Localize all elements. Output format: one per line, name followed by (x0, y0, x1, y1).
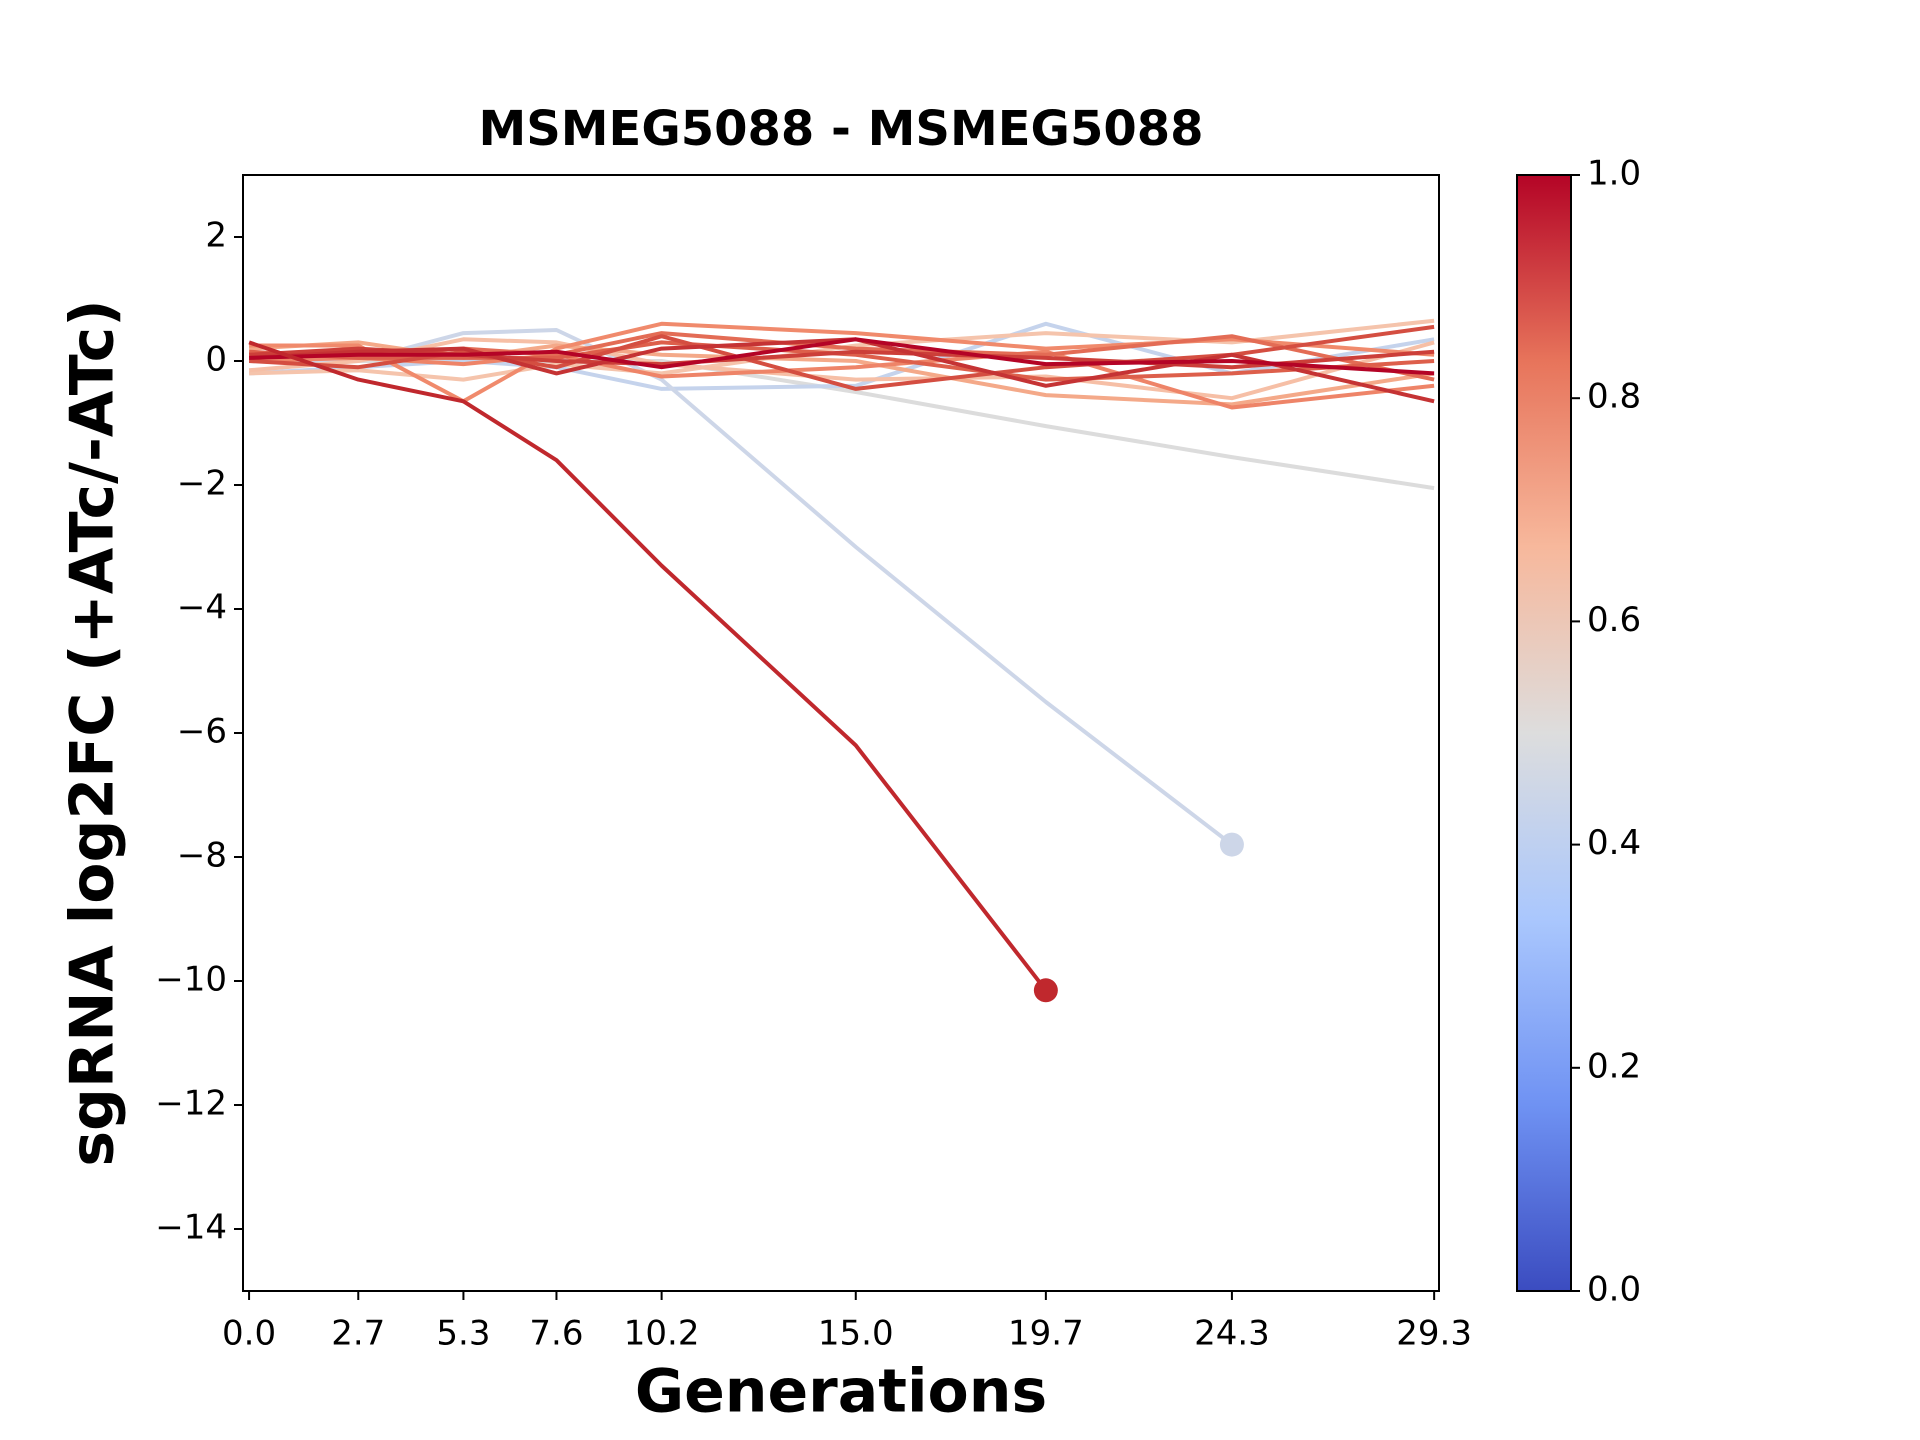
x-tick-label: 10.2 (624, 1314, 700, 1354)
series-line (248, 340, 1435, 382)
x-tick-label: 5.3 (436, 1314, 490, 1354)
y-tick-label: −6 (177, 712, 227, 752)
x-tick-label: 0.0 (222, 1314, 276, 1354)
end-marker (1219, 832, 1244, 857)
y-tick-label: −12 (155, 1084, 227, 1124)
series-line (248, 337, 1435, 404)
y-tick-label: −8 (177, 836, 227, 876)
y-tick-label: −2 (177, 464, 227, 504)
y-tick-label: −10 (155, 960, 227, 1000)
series-line (249, 318, 1435, 382)
series-line (249, 337, 1435, 376)
series-line (248, 340, 1435, 407)
colorbar-tick-label: 0.8 (1587, 377, 1641, 417)
colorbar-tick-label: 0.6 (1587, 600, 1641, 640)
colorbar-tick-label: 0.4 (1587, 823, 1641, 863)
series-line (249, 331, 1435, 382)
series-line (248, 324, 1435, 391)
colorbar-tick-label: 0.0 (1587, 1270, 1641, 1310)
x-tick-label: 15.0 (818, 1314, 894, 1354)
series-line (248, 340, 1048, 992)
colorbar (1516, 174, 1572, 1292)
x-tick-label: 7.6 (529, 1314, 583, 1354)
series-line (249, 328, 1234, 847)
y-tick-label: 2 (205, 216, 227, 256)
end-marker (1033, 978, 1058, 1003)
x-tick-label: 29.3 (1396, 1314, 1472, 1354)
x-axis-label: Generations (635, 1357, 1047, 1427)
series-line (249, 349, 1435, 410)
y-axis-label: sgRNA log2FC (+ATc/-ATc) (58, 299, 128, 1166)
y-tick-label: 0 (205, 340, 227, 380)
chart-title: MSMEG5088 - MSMEG5088 (478, 101, 1203, 157)
y-tick-label: −4 (177, 588, 227, 628)
y-tick-label: −14 (155, 1208, 227, 1248)
x-tick-label: 2.7 (331, 1314, 385, 1354)
colorbar-tick-label: 0.2 (1587, 1046, 1641, 1086)
x-tick-label: 19.7 (1008, 1314, 1084, 1354)
colorbar-tick-label: 1.0 (1587, 154, 1641, 194)
x-tick-label: 24.3 (1194, 1314, 1270, 1354)
